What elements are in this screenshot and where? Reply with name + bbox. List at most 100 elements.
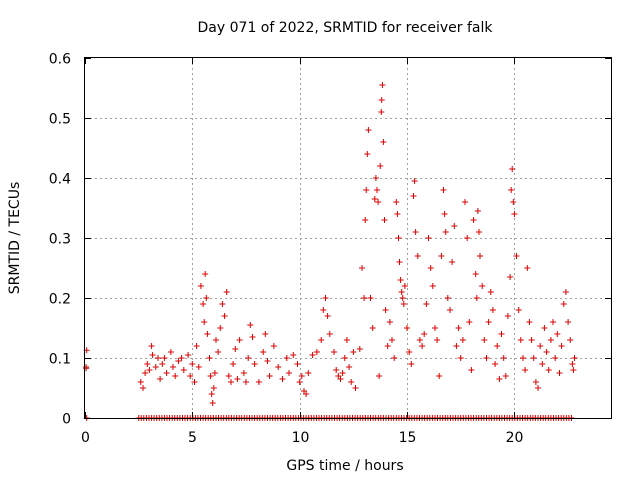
data-point — [206, 355, 213, 361]
data-point — [313, 349, 320, 355]
data-point — [520, 355, 526, 361]
x-axis: 0 5 10 15 20 — [81, 58, 523, 446]
data-point — [449, 259, 456, 265]
data-point — [225, 373, 232, 379]
data-point — [159, 361, 166, 367]
data-point — [367, 295, 374, 301]
y-tick-label: 0 — [62, 412, 71, 428]
data-point — [393, 199, 400, 205]
data-point — [440, 187, 447, 193]
data-point — [296, 379, 303, 385]
data-point — [504, 313, 511, 319]
data-point — [423, 301, 430, 307]
data-point — [429, 283, 436, 289]
data-point — [389, 337, 395, 343]
data-point — [223, 289, 230, 295]
data-point — [369, 325, 376, 331]
data-point — [550, 319, 556, 325]
data-point — [203, 295, 210, 301]
y-axis: 0 0.1 0.2 0.3 0.4 0.5 0.6 — [49, 52, 611, 428]
data-point — [195, 364, 202, 370]
data-point — [462, 199, 468, 205]
data-point — [406, 349, 413, 355]
data-point — [245, 355, 252, 361]
data-point — [318, 337, 325, 343]
data-point — [209, 400, 216, 406]
data-point — [348, 379, 355, 385]
data-point — [472, 271, 479, 277]
data-point — [558, 343, 565, 349]
data-point — [331, 349, 337, 355]
data-point — [419, 343, 426, 349]
data-point — [378, 97, 385, 103]
data-point — [398, 289, 405, 295]
data-point — [380, 139, 387, 145]
data-point — [343, 337, 350, 343]
data-point — [464, 235, 471, 241]
data-point — [399, 295, 406, 301]
data-point — [189, 361, 196, 367]
data-point — [152, 364, 159, 370]
data-point — [255, 379, 262, 385]
data-point — [470, 217, 477, 223]
data-point — [384, 343, 391, 349]
data-point — [341, 355, 348, 361]
data-point — [146, 367, 153, 373]
data-point — [377, 163, 384, 169]
data-point — [180, 367, 187, 373]
data-point — [290, 352, 297, 358]
data-point — [361, 295, 368, 301]
data-point — [397, 277, 404, 283]
data-point — [530, 355, 537, 361]
data-point — [262, 331, 269, 337]
data-point — [524, 265, 531, 271]
data-point — [260, 349, 267, 355]
data-point — [412, 229, 419, 235]
data-point — [481, 337, 488, 343]
data-point — [187, 373, 194, 379]
data-point — [243, 379, 249, 385]
data-point — [447, 307, 453, 313]
data-point — [401, 283, 408, 289]
data-point — [167, 349, 174, 355]
y-tick-label: 0.6 — [49, 52, 71, 68]
y-tick-label: 0.4 — [49, 172, 71, 188]
data-point — [298, 373, 305, 379]
data-point — [408, 361, 415, 367]
data-point — [339, 370, 346, 376]
data-point — [487, 289, 494, 295]
data-point — [137, 379, 144, 385]
data-point — [459, 337, 466, 343]
data-point — [326, 331, 333, 337]
data-point — [511, 211, 518, 217]
data-point — [394, 211, 401, 217]
data-point — [211, 370, 218, 376]
data-point — [496, 376, 503, 382]
data-point — [410, 193, 417, 199]
data-point — [552, 355, 559, 361]
data-point — [249, 334, 256, 340]
data-point — [193, 343, 200, 349]
data-point — [230, 361, 237, 367]
data-point — [185, 352, 192, 358]
data-point — [219, 301, 226, 307]
data-point — [197, 283, 204, 289]
data-point — [386, 319, 393, 325]
data-point — [217, 325, 224, 331]
data-point — [320, 307, 327, 313]
data-point — [455, 325, 462, 331]
data-point — [508, 187, 515, 193]
data-point — [202, 271, 209, 277]
data-point — [210, 385, 217, 391]
data-point — [571, 355, 578, 361]
data-point — [485, 319, 492, 325]
data-point — [379, 82, 386, 88]
data-point — [213, 337, 219, 343]
data-point — [251, 361, 258, 367]
data-point — [438, 253, 445, 259]
data-point — [275, 364, 282, 370]
data-point — [510, 199, 517, 205]
data-point — [436, 373, 443, 379]
data-point — [148, 343, 155, 349]
data-point — [560, 301, 567, 307]
